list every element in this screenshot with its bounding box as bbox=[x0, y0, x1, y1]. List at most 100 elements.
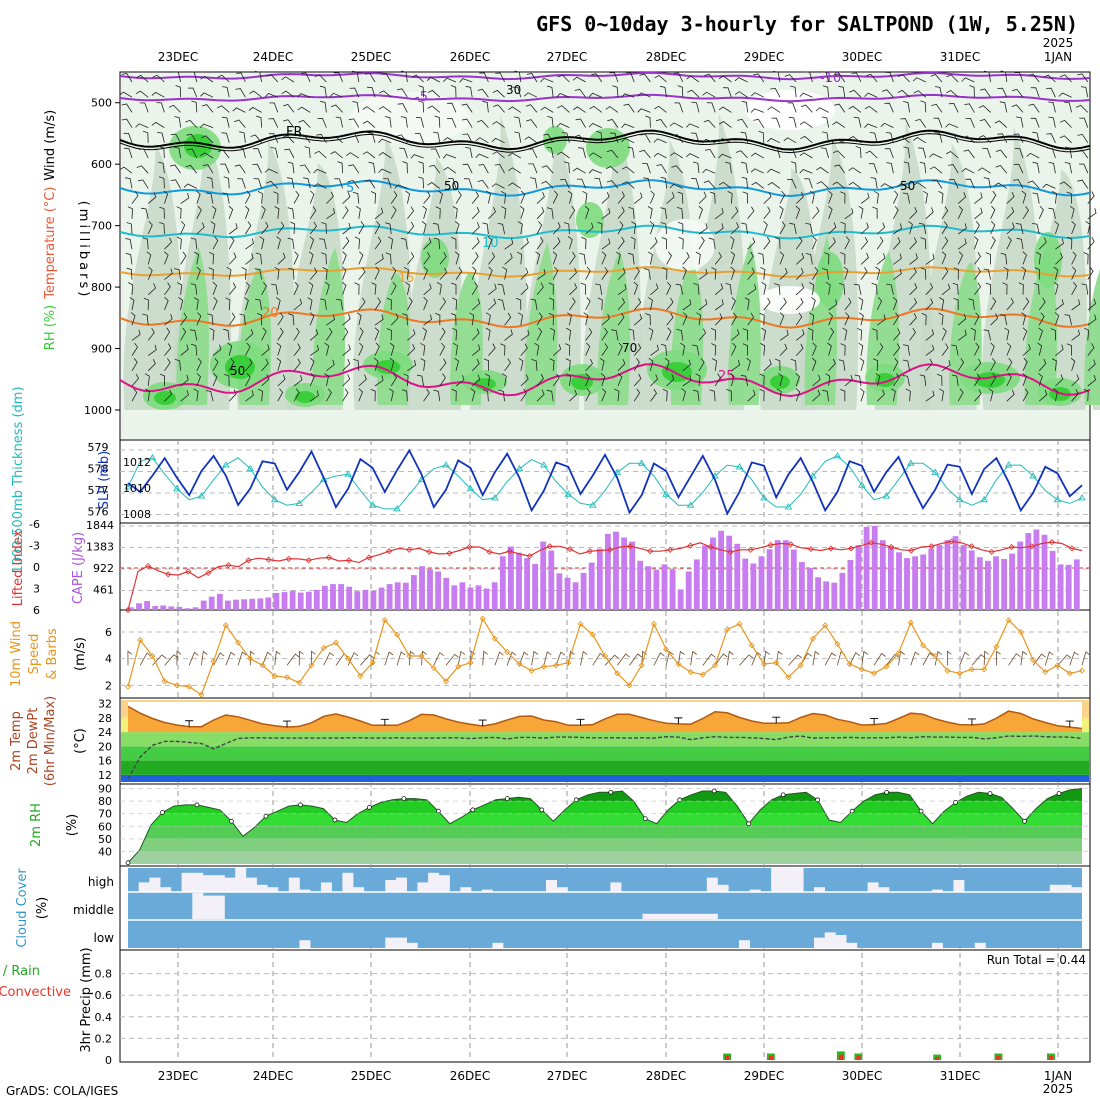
wind-barb bbox=[1077, 179, 1089, 189]
thickness-line-marker bbox=[491, 494, 499, 501]
rh-70-fill bbox=[728, 241, 761, 405]
wind-barb bbox=[605, 106, 619, 113]
wind-barb bbox=[245, 253, 254, 265]
cape-bar bbox=[499, 556, 506, 610]
wind-barb bbox=[872, 206, 878, 219]
wind-barb bbox=[787, 102, 797, 113]
rh-band bbox=[128, 851, 1082, 864]
wind-barb bbox=[164, 268, 173, 280]
wind-barb bbox=[293, 343, 301, 356]
wind-barb bbox=[750, 152, 764, 159]
wind-barb bbox=[209, 251, 215, 265]
wind-barb bbox=[925, 358, 933, 372]
wind-barb bbox=[221, 116, 230, 128]
cape-bar bbox=[427, 569, 433, 610]
surface-wind-barb bbox=[849, 652, 860, 666]
wind-barb bbox=[220, 163, 230, 174]
wind-barb bbox=[1071, 266, 1077, 280]
lifted-index-marker bbox=[566, 546, 573, 553]
thickness-line-marker bbox=[809, 472, 817, 479]
wind-barb bbox=[1085, 221, 1091, 235]
wind-barb bbox=[180, 389, 189, 402]
thickness-line-marker bbox=[295, 499, 304, 506]
wind-barb bbox=[1013, 179, 1024, 189]
surface-wind-barb bbox=[885, 653, 900, 666]
wind-barb bbox=[341, 266, 347, 280]
wind-barb bbox=[941, 360, 951, 372]
cape-bar bbox=[1033, 529, 1040, 610]
wind-barb bbox=[1048, 101, 1056, 113]
wind-barb bbox=[276, 342, 282, 356]
lifted-index-marker bbox=[888, 543, 895, 551]
lifted-index-marker bbox=[124, 606, 132, 614]
wind-barb bbox=[812, 342, 817, 356]
wind-barb bbox=[606, 180, 619, 189]
wind-barb bbox=[439, 358, 447, 372]
slp-tick-label: 1012 bbox=[123, 456, 151, 469]
wind-barb bbox=[974, 251, 981, 265]
wind-barb bbox=[1038, 327, 1043, 341]
wind-barb bbox=[585, 388, 591, 402]
wind-barb bbox=[546, 389, 554, 402]
wind-speed-marker bbox=[210, 658, 217, 665]
wind-barb bbox=[463, 178, 473, 189]
wind-barb bbox=[471, 358, 480, 372]
wind-barb bbox=[759, 373, 765, 387]
wind-barb bbox=[401, 116, 408, 128]
cloud-middle-bar bbox=[664, 913, 675, 919]
wind-barb bbox=[471, 282, 478, 296]
wind-barb bbox=[552, 237, 561, 250]
wind-barb bbox=[1011, 88, 1024, 98]
wind-barb bbox=[540, 106, 554, 113]
wind-speed-marker bbox=[161, 678, 168, 685]
wind-barb bbox=[386, 297, 392, 311]
wind-barb bbox=[677, 191, 684, 204]
wind-barb bbox=[268, 133, 279, 143]
surface-wind-barb bbox=[360, 654, 374, 666]
wind-barb bbox=[572, 167, 586, 174]
wind-barb bbox=[912, 77, 926, 83]
wind-speed-marker bbox=[442, 678, 450, 685]
lifted-index-marker bbox=[747, 546, 754, 553]
wind-barb bbox=[374, 375, 384, 387]
wind-barb bbox=[982, 147, 991, 159]
surface-wind-barb bbox=[310, 650, 316, 666]
wind-barb bbox=[645, 115, 651, 128]
wind-barb bbox=[718, 75, 732, 83]
wind-barb bbox=[692, 344, 700, 356]
wind-barb bbox=[434, 115, 441, 128]
surface-wind-barb bbox=[653, 652, 665, 666]
wind-barb bbox=[909, 313, 917, 326]
wind-tick-label: 4 bbox=[105, 653, 112, 666]
wind-barb bbox=[763, 206, 771, 220]
wind-barb bbox=[1064, 314, 1072, 326]
wind-barb bbox=[957, 205, 963, 219]
wind-barb bbox=[711, 343, 717, 356]
surface-wind-barb bbox=[494, 651, 504, 666]
wind-barb bbox=[297, 106, 311, 113]
wind-barb bbox=[990, 190, 997, 204]
wind-barb bbox=[840, 252, 846, 265]
surface-wind-barb bbox=[433, 652, 445, 666]
temp-line bbox=[127, 705, 1083, 730]
surface-wind-barb bbox=[555, 651, 566, 666]
rh-marker bbox=[849, 808, 855, 814]
cloud-high-bar bbox=[717, 884, 729, 892]
wind-barb bbox=[925, 282, 934, 296]
cloud-low-bar bbox=[385, 937, 397, 948]
wind-barb bbox=[293, 251, 299, 265]
rh-tick-label: 70 bbox=[98, 808, 112, 821]
rh-marker bbox=[229, 818, 234, 824]
wind-barb bbox=[990, 236, 996, 250]
wind-barb bbox=[648, 327, 654, 341]
wind-barb bbox=[1004, 327, 1010, 341]
wind-barb bbox=[1032, 223, 1040, 235]
wind-barb bbox=[520, 343, 528, 356]
cape-bar bbox=[508, 546, 514, 610]
precip-tick-label: 0.8 bbox=[95, 968, 113, 981]
wind-barb bbox=[640, 133, 651, 144]
wind-barb bbox=[698, 223, 708, 235]
cape-bar bbox=[855, 545, 862, 610]
wind-barb bbox=[205, 390, 214, 402]
wind-barb bbox=[527, 148, 538, 159]
